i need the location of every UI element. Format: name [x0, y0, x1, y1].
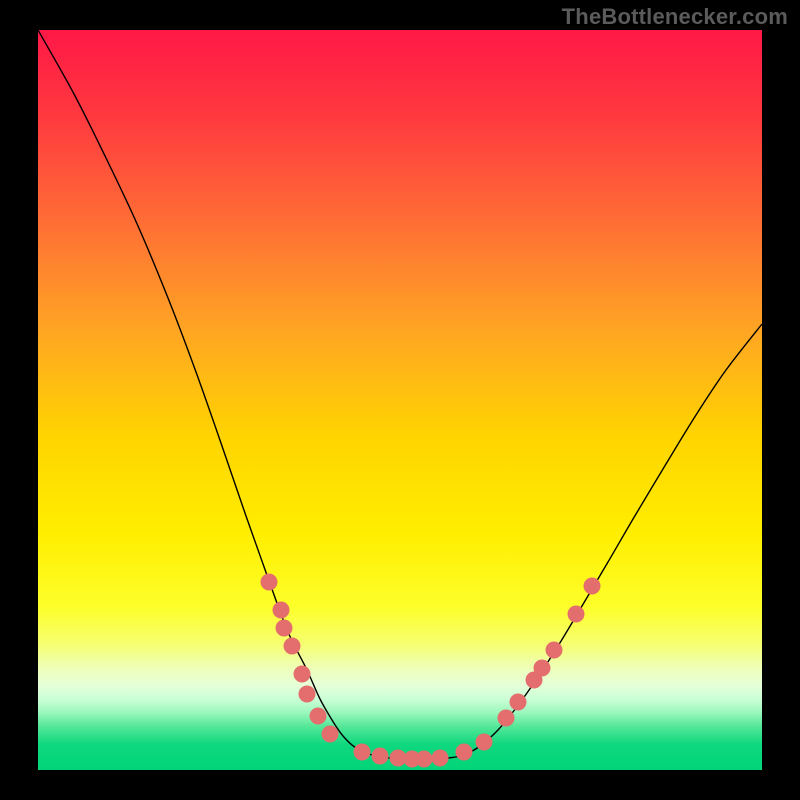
watermark-text: TheBottlenecker.com [562, 4, 788, 30]
marker-right [568, 606, 585, 623]
marker-left [284, 638, 301, 655]
marker-left [299, 686, 316, 703]
marker-flat [432, 750, 449, 767]
marker-left [322, 726, 339, 743]
marker-right [584, 578, 601, 595]
plot-area [38, 30, 762, 770]
marker-right [546, 642, 563, 659]
marker-right [456, 744, 473, 761]
marker-right [476, 734, 493, 751]
marker-right [534, 660, 551, 677]
marker-left [273, 602, 290, 619]
marker-left [294, 666, 311, 683]
marker-right [510, 694, 527, 711]
marker-right [498, 710, 515, 727]
marker-flat [372, 748, 389, 765]
plot-svg [38, 30, 762, 770]
marker-left [310, 708, 327, 725]
gradient-background [38, 30, 762, 770]
marker-left [276, 620, 293, 637]
marker-left [261, 574, 278, 591]
marker-flat [354, 744, 371, 761]
chart-stage: TheBottlenecker.com [0, 0, 800, 800]
marker-flat [416, 751, 433, 768]
